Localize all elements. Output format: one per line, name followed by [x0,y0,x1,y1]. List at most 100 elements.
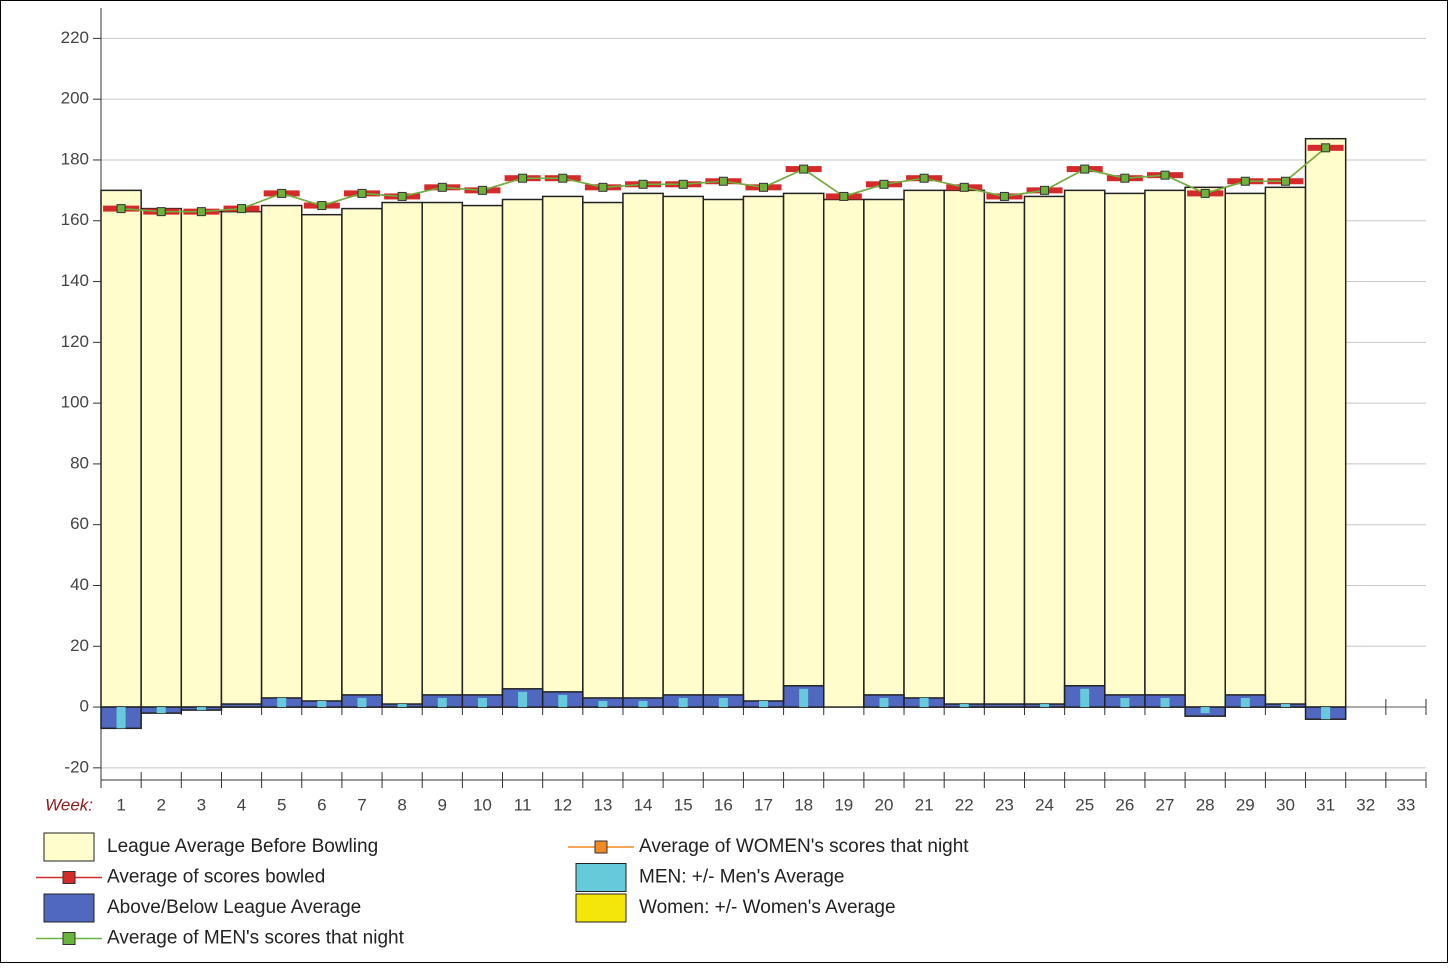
bar [341,207,383,708]
point [558,173,568,183]
point [317,201,327,211]
point [116,204,126,214]
bar [421,201,464,708]
point [1120,173,1130,183]
x-tick-label: 3 [197,795,206,814]
y-tick-label: 80 [70,453,89,472]
bar [678,697,688,708]
point [718,176,728,186]
bar [1280,704,1290,708]
point [839,191,849,201]
legend-label: MEN: +/- Men's Average [639,867,845,888]
x-tick-label: 17 [754,795,773,814]
point [799,164,809,174]
x-tick-label: 26 [1115,795,1134,814]
bar [1063,189,1106,708]
legend-marker [594,840,608,854]
bar [1040,704,1050,708]
bar [1104,192,1146,708]
bar [662,195,705,708]
x-tick-label: 2 [156,795,165,814]
bar [622,192,664,708]
bar [919,697,929,708]
legend-swatch [575,893,627,923]
x-tick-label: 10 [473,795,492,814]
bar [477,697,487,708]
point [196,207,206,217]
x-tick-label: 8 [397,795,406,814]
bar [903,189,945,708]
x-tick-label: 30 [1276,795,1295,814]
x-tick-label: 4 [237,795,246,814]
x-tick-label: 9 [438,795,447,814]
point [357,188,367,198]
bar [461,204,504,708]
x-axis-label: Week: [45,795,93,814]
bar [879,697,889,708]
x-tick-label: 13 [593,795,612,814]
x-tick-label: 19 [834,795,853,814]
bar [180,210,223,708]
point [1080,164,1090,174]
bar [260,204,303,708]
x-tick-label: 21 [915,795,934,814]
y-tick-label: 100 [61,393,89,412]
bar [1184,186,1226,708]
bar [759,700,768,708]
legend-label: Above/Below League Average [107,897,361,918]
point [277,188,287,198]
x-tick-label: 29 [1236,795,1255,814]
x-tick-label: 15 [674,795,693,814]
y-tick-label: 60 [70,514,89,533]
bar [863,198,905,708]
bar [277,697,287,708]
bar [1200,707,1210,714]
y-tick-label: 40 [70,575,89,594]
point [1280,176,1290,186]
bar [1240,697,1250,708]
bar [959,704,969,708]
bar [220,703,263,708]
bar [501,198,544,708]
point [638,179,648,189]
bar [437,697,447,708]
x-tick-label: 6 [317,795,326,814]
bar [638,700,648,708]
bar [100,189,142,708]
x-tick-label: 25 [1075,795,1094,814]
legend-swatch [43,893,95,923]
legend-swatch [575,863,627,892]
point [999,191,1009,201]
point [156,207,166,217]
y-tick-label: 0 [80,697,89,716]
x-tick-label: 33 [1396,795,1415,814]
y-tick-label: 120 [61,332,89,351]
point [1321,143,1331,153]
point [759,182,768,192]
bar [782,192,825,708]
bar [1304,137,1347,708]
bar [116,707,126,729]
y-tick-label: 220 [61,28,89,47]
x-tick-label: 24 [1035,795,1054,814]
bar [598,700,608,708]
y-tick-label: -20 [64,757,89,776]
bar [196,707,206,711]
y-tick-label: 20 [70,636,89,655]
x-tick-label: 12 [553,795,572,814]
bar [1224,192,1267,708]
x-tick-label: 11 [514,795,532,814]
bar [983,201,1026,708]
x-tick-label: 5 [277,795,286,814]
point [437,182,447,192]
x-tick-label: 32 [1356,795,1375,814]
legend-marker [62,871,76,884]
point [1240,176,1250,186]
legend-label: League Average Before Bowling [107,836,378,857]
bar [301,213,343,708]
legend-label: Women: +/- Women's Average [639,897,896,918]
bar [381,201,423,708]
legend-label: Average of WOMEN's scores that night [639,836,969,857]
bar [1023,195,1066,708]
